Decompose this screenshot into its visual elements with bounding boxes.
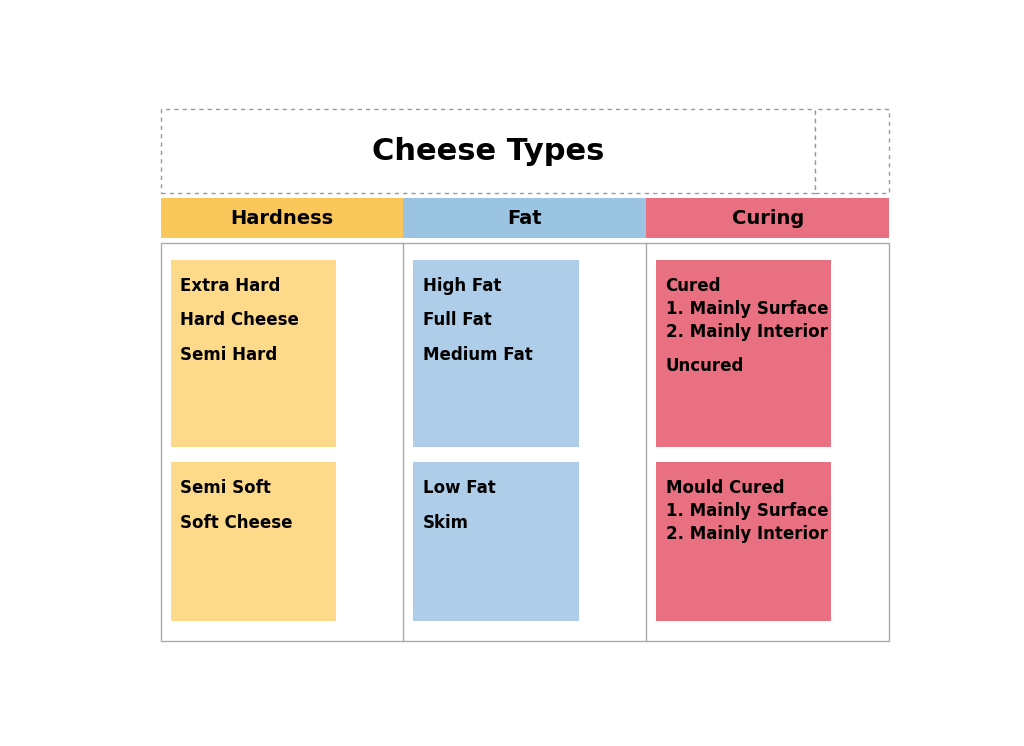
- FancyBboxPatch shape: [161, 109, 815, 193]
- Text: Soft Cheese: Soft Cheese: [180, 514, 293, 532]
- Text: Cheese Types: Cheese Types: [372, 137, 604, 166]
- Text: Cured: Cured: [666, 277, 721, 295]
- Text: Semi Hard: Semi Hard: [180, 346, 278, 364]
- Text: Hardness: Hardness: [230, 209, 334, 228]
- Text: 2. Mainly Interior: 2. Mainly Interior: [666, 525, 827, 543]
- Text: Uncured: Uncured: [666, 357, 744, 375]
- FancyBboxPatch shape: [815, 109, 889, 193]
- Text: Fat: Fat: [508, 209, 542, 228]
- Text: Skim: Skim: [423, 514, 469, 532]
- FancyBboxPatch shape: [656, 463, 831, 621]
- Text: Curing: Curing: [731, 209, 804, 228]
- Text: Low Fat: Low Fat: [423, 479, 496, 497]
- FancyBboxPatch shape: [171, 463, 336, 621]
- Text: High Fat: High Fat: [423, 277, 501, 295]
- FancyBboxPatch shape: [403, 198, 646, 238]
- Text: 1. Mainly Surface: 1. Mainly Surface: [666, 300, 828, 318]
- Text: Medium Fat: Medium Fat: [423, 346, 532, 364]
- FancyBboxPatch shape: [646, 198, 889, 238]
- Text: Full Fat: Full Fat: [423, 311, 492, 329]
- Text: Extra Hard: Extra Hard: [180, 277, 281, 295]
- Text: 1. Mainly Surface: 1. Mainly Surface: [666, 502, 828, 520]
- Text: Hard Cheese: Hard Cheese: [180, 311, 299, 329]
- FancyBboxPatch shape: [656, 260, 831, 447]
- FancyBboxPatch shape: [414, 463, 579, 621]
- FancyBboxPatch shape: [171, 260, 336, 447]
- Text: Semi Soft: Semi Soft: [180, 479, 270, 497]
- Text: Mould Cured: Mould Cured: [666, 479, 784, 497]
- FancyBboxPatch shape: [414, 260, 579, 447]
- FancyBboxPatch shape: [161, 198, 403, 238]
- Text: 2. Mainly Interior: 2. Mainly Interior: [666, 323, 827, 341]
- FancyBboxPatch shape: [161, 242, 889, 641]
